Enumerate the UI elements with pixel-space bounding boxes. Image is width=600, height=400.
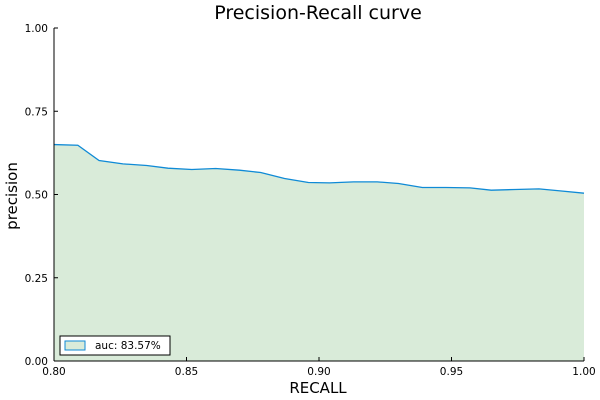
x-tick-label: 0.95 [440,366,463,378]
x-tick-label: 0.85 [175,366,198,378]
chart-title: Precision-Recall curve [214,2,422,24]
y-tick-label: 0.00 [25,356,48,368]
y-tick-label: 0.50 [25,190,48,202]
x-tick-label: 0.90 [307,366,330,378]
plot-area [53,28,585,362]
series-line [53,143,585,194]
legend-box [59,335,171,356]
x-tick-label: 0.80 [42,366,65,378]
x-axis-ticks: 0.80 0.85 0.90 0.95 1.00 [42,357,596,378]
x-axis-label: RECALL [289,379,347,397]
legend: auc: 83.57% [59,335,171,356]
legend-swatch [64,340,86,351]
series-area-fill [54,144,584,361]
y-tick-label: 1.00 [25,23,48,35]
x-tick-label: 1.00 [572,366,595,378]
y-axis-ticks: 0.00 0.25 0.50 0.75 1.00 [25,23,58,368]
y-axis-label: precision [3,162,21,230]
y-tick-label: 0.75 [25,106,48,118]
legend-label: auc: 83.57% [95,340,161,352]
y-tick-label: 0.25 [25,273,48,285]
